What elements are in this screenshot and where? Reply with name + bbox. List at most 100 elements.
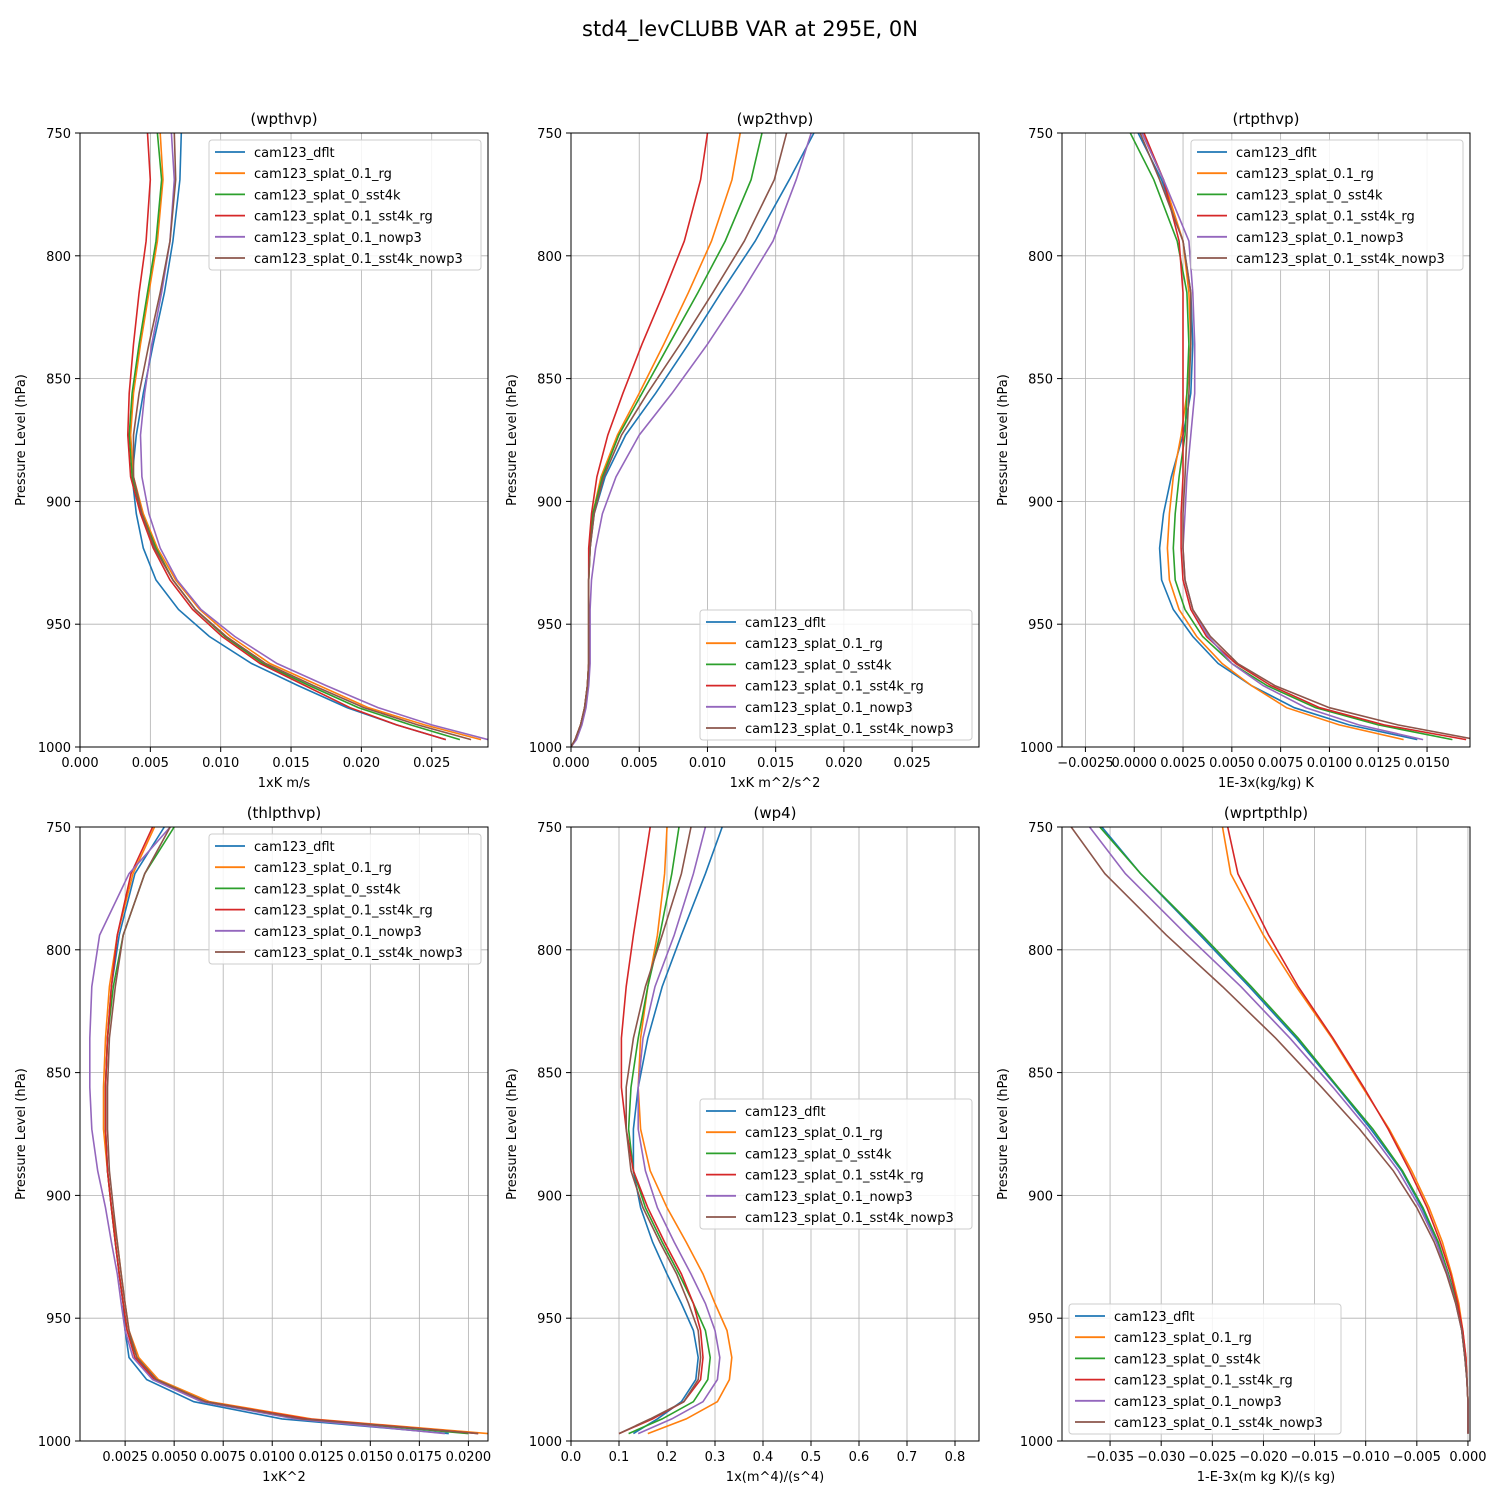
- x-tick-label: 0.2: [657, 1450, 678, 1465]
- x-tick-label: −0.025: [1188, 1450, 1236, 1465]
- legend-label: cam123_splat_0.1_nowp3: [1114, 1395, 1282, 1410]
- y-tick-label: 1000: [529, 741, 562, 756]
- y-tick-label: 1000: [1020, 741, 1053, 756]
- legend-label: cam123_splat_0.1_sst4k_rg: [1236, 210, 1415, 225]
- panel-5: 0.0 0.1 0.2 0.3 0.4 0.5 0.6 0.7 0.8 750 800 850 900 9…: [505, 804, 980, 1485]
- series-group: [126, 133, 488, 741]
- series-line-cam123_splat_0.1_sst4k_rg: [126, 133, 447, 741]
- x-tick-label: −0.035: [1086, 1450, 1134, 1465]
- series-line-cam123_splat_0.1_sst4k_nowp3: [618, 827, 702, 1435]
- x-tick-label: 0.0000: [1111, 756, 1157, 771]
- y-tick-label: 950: [1028, 1312, 1053, 1327]
- x-tick-label: 0.0125: [1355, 756, 1401, 771]
- x-tick-label: 0.7: [897, 1450, 918, 1465]
- series-line-cam123_splat_0.1_sst4k_nowp3: [106, 827, 479, 1435]
- x-axis-label: 1xK m/s: [258, 776, 311, 791]
- series-line-cam123_splat_0.1_nowp3: [571, 133, 812, 747]
- legend: cam123_dflt cam123_splat_0.1_rg cam123_spl…: [699, 609, 973, 741]
- panel-title: (wp2thvp): [737, 110, 814, 128]
- legend-label: cam123_splat_0.1_nowp3: [254, 925, 422, 940]
- x-tick-label: 0.025: [894, 756, 931, 771]
- panel-title: (wprtpthlp): [1224, 804, 1308, 822]
- x-tick-label: 0.0100: [249, 1450, 295, 1465]
- y-tick-label: 900: [46, 1189, 71, 1204]
- legend-label: cam123_splat_0.1_sst4k_nowp3: [254, 946, 463, 961]
- y-tick-label: 900: [537, 495, 562, 510]
- series-group: [618, 827, 733, 1435]
- legend-label: cam123_dflt: [745, 616, 826, 631]
- panels-group: 0.000 0.005 0.010 0.015 0.020 0.025 750 800 850 9…: [14, 110, 1487, 1485]
- x-tick-label: 0.4: [753, 1450, 774, 1465]
- x-axis-label: 1-E-3x(m kg K)/(s kg): [1197, 1470, 1335, 1485]
- x-tick-label: 0.0075: [1258, 756, 1304, 771]
- x-tick-label: 0.1: [609, 1450, 630, 1465]
- y-tick-label: 750: [46, 127, 71, 142]
- panel-4: 0.0025 0.0050 0.0075 0.0100 0.0125 0.0150 0.01…: [14, 804, 491, 1485]
- x-tick-label: 0.015: [272, 756, 309, 771]
- y-axis-label: Pressure Level (hPa): [996, 1068, 1011, 1200]
- x-tick-label: −0.015: [1291, 1450, 1339, 1465]
- x-tick-label: 0.000: [1449, 1450, 1486, 1465]
- legend-frame: [699, 609, 973, 741]
- y-axis-label: Pressure Level (hPa): [14, 1068, 29, 1200]
- x-tick-label: −0.020: [1239, 1450, 1287, 1465]
- legend: cam123_dflt cam123_splat_0.1_rg cam123_spl…: [208, 833, 482, 965]
- y-tick-label: 850: [46, 1067, 71, 1082]
- legend: cam123_dflt cam123_splat_0.1_rg cam123_spl…: [208, 139, 482, 271]
- x-tick-label: 0.0075: [200, 1450, 246, 1465]
- x-tick-label: 0.025: [413, 756, 450, 771]
- legend-label: cam123_splat_0.1_rg: [1236, 167, 1374, 182]
- y-tick-label: 850: [537, 373, 562, 388]
- series-line-cam123_splat_0.1_sst4k_rg: [1143, 133, 1467, 741]
- x-tick-label: −0.010: [1342, 1450, 1390, 1465]
- legend-label: cam123_splat_0.1_nowp3: [745, 701, 913, 716]
- legend-label: cam123_splat_0_sst4k: [254, 882, 401, 897]
- y-axis-label: Pressure Level (hPa): [505, 374, 520, 506]
- legend-label: cam123_splat_0.1_rg: [745, 637, 883, 652]
- x-tick-label: −0.0025: [1057, 756, 1113, 771]
- y-tick-label: 800: [1028, 944, 1053, 959]
- y-tick-label: 750: [1028, 821, 1053, 836]
- y-tick-label: 1000: [38, 1435, 71, 1450]
- series-line-cam123_splat_0.1_sst4k_nowp3: [1070, 827, 1469, 1434]
- legend-label: cam123_splat_0.1_sst4k_nowp3: [1114, 1416, 1323, 1431]
- series-line-cam123_splat_0.1_sst4k_nowp3: [1139, 133, 1470, 740]
- axes-frame: [570, 132, 980, 748]
- y-tick-label: 950: [537, 618, 562, 633]
- series-group: [89, 827, 488, 1435]
- x-tick-label: −0.005: [1393, 1450, 1441, 1465]
- y-tick-label: 850: [1028, 373, 1053, 388]
- legend-label: cam123_splat_0_sst4k: [745, 1147, 892, 1162]
- panel-title: (wp4): [753, 804, 796, 822]
- y-tick-label: 900: [537, 1189, 562, 1204]
- legend-label: cam123_splat_0.1_sst4k_rg: [254, 210, 433, 225]
- x-tick-label: 0.020: [825, 756, 862, 771]
- legend-label: cam123_splat_0.1_rg: [254, 167, 392, 182]
- x-tick-label: 0.8: [945, 1450, 966, 1465]
- panel-6: −0.035 −0.030 −0.025 −0.020 −0.015 −0.010 −0.0…: [996, 804, 1487, 1485]
- y-tick-label: 1000: [529, 1435, 562, 1450]
- panel-2: 0.000 0.005 0.010 0.015 0.020 0.025 750 800 850 9…: [505, 110, 980, 791]
- series-line-cam123_splat_0.1_sst4k_nowp3: [571, 133, 788, 747]
- x-tick-label: 0.3: [705, 1450, 726, 1465]
- series-line-cam123_splat_0.1_sst4k_rg: [618, 827, 704, 1435]
- legend: cam123_dflt cam123_splat_0.1_rg cam123_spl…: [699, 1098, 973, 1230]
- y-tick-label: 1000: [1020, 1435, 1053, 1450]
- y-tick-label: 950: [46, 618, 71, 633]
- x-tick-label: 0.000: [552, 756, 589, 771]
- axes-frame: [1061, 826, 1471, 1442]
- legend-label: cam123_splat_0.1_sst4k_rg: [1114, 1374, 1293, 1389]
- series-line-cam123_splat_0.1_nowp3: [637, 827, 721, 1435]
- x-tick-label: 0.015: [757, 756, 794, 771]
- legend-label: cam123_splat_0.1_sst4k_nowp3: [254, 252, 463, 267]
- series-line-cam123_splat_0.1_rg: [102, 827, 488, 1435]
- x-tick-label: 0.0125: [299, 1450, 345, 1465]
- series-line-cam123_splat_0.1_nowp3: [139, 133, 488, 741]
- legend-frame: [208, 833, 482, 965]
- legend-label: cam123_dflt: [1236, 146, 1317, 161]
- series-line-cam123_splat_0.1_nowp3: [1141, 133, 1424, 741]
- legend: cam123_dflt cam123_splat_0.1_rg cam123_spl…: [1068, 1303, 1342, 1435]
- legend-label: cam123_splat_0.1_sst4k_rg: [745, 680, 924, 695]
